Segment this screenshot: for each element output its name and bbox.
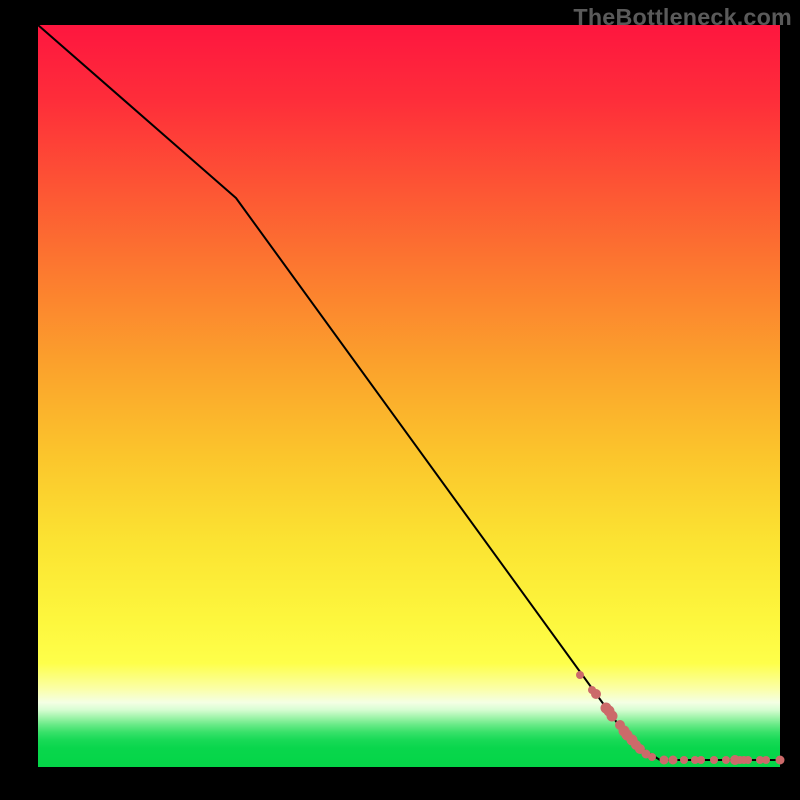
scatter-point [607,711,618,722]
scatter-point [669,756,678,765]
chart-container: TheBottleneck.com [0,0,800,800]
scatter-point [591,689,601,699]
scatter-point [697,756,705,764]
scatter-point [648,753,656,761]
scatter-point [680,756,688,764]
scatter-point [776,756,785,765]
chart-svg [0,0,800,800]
scatter-point [722,756,730,764]
scatter-point [710,756,718,764]
scatter-point [744,756,752,764]
plot-area-gradient [38,25,780,767]
scatter-point [576,671,584,679]
attribution-text: TheBottleneck.com [573,4,792,31]
scatter-point [762,756,770,764]
scatter-point [660,756,669,765]
